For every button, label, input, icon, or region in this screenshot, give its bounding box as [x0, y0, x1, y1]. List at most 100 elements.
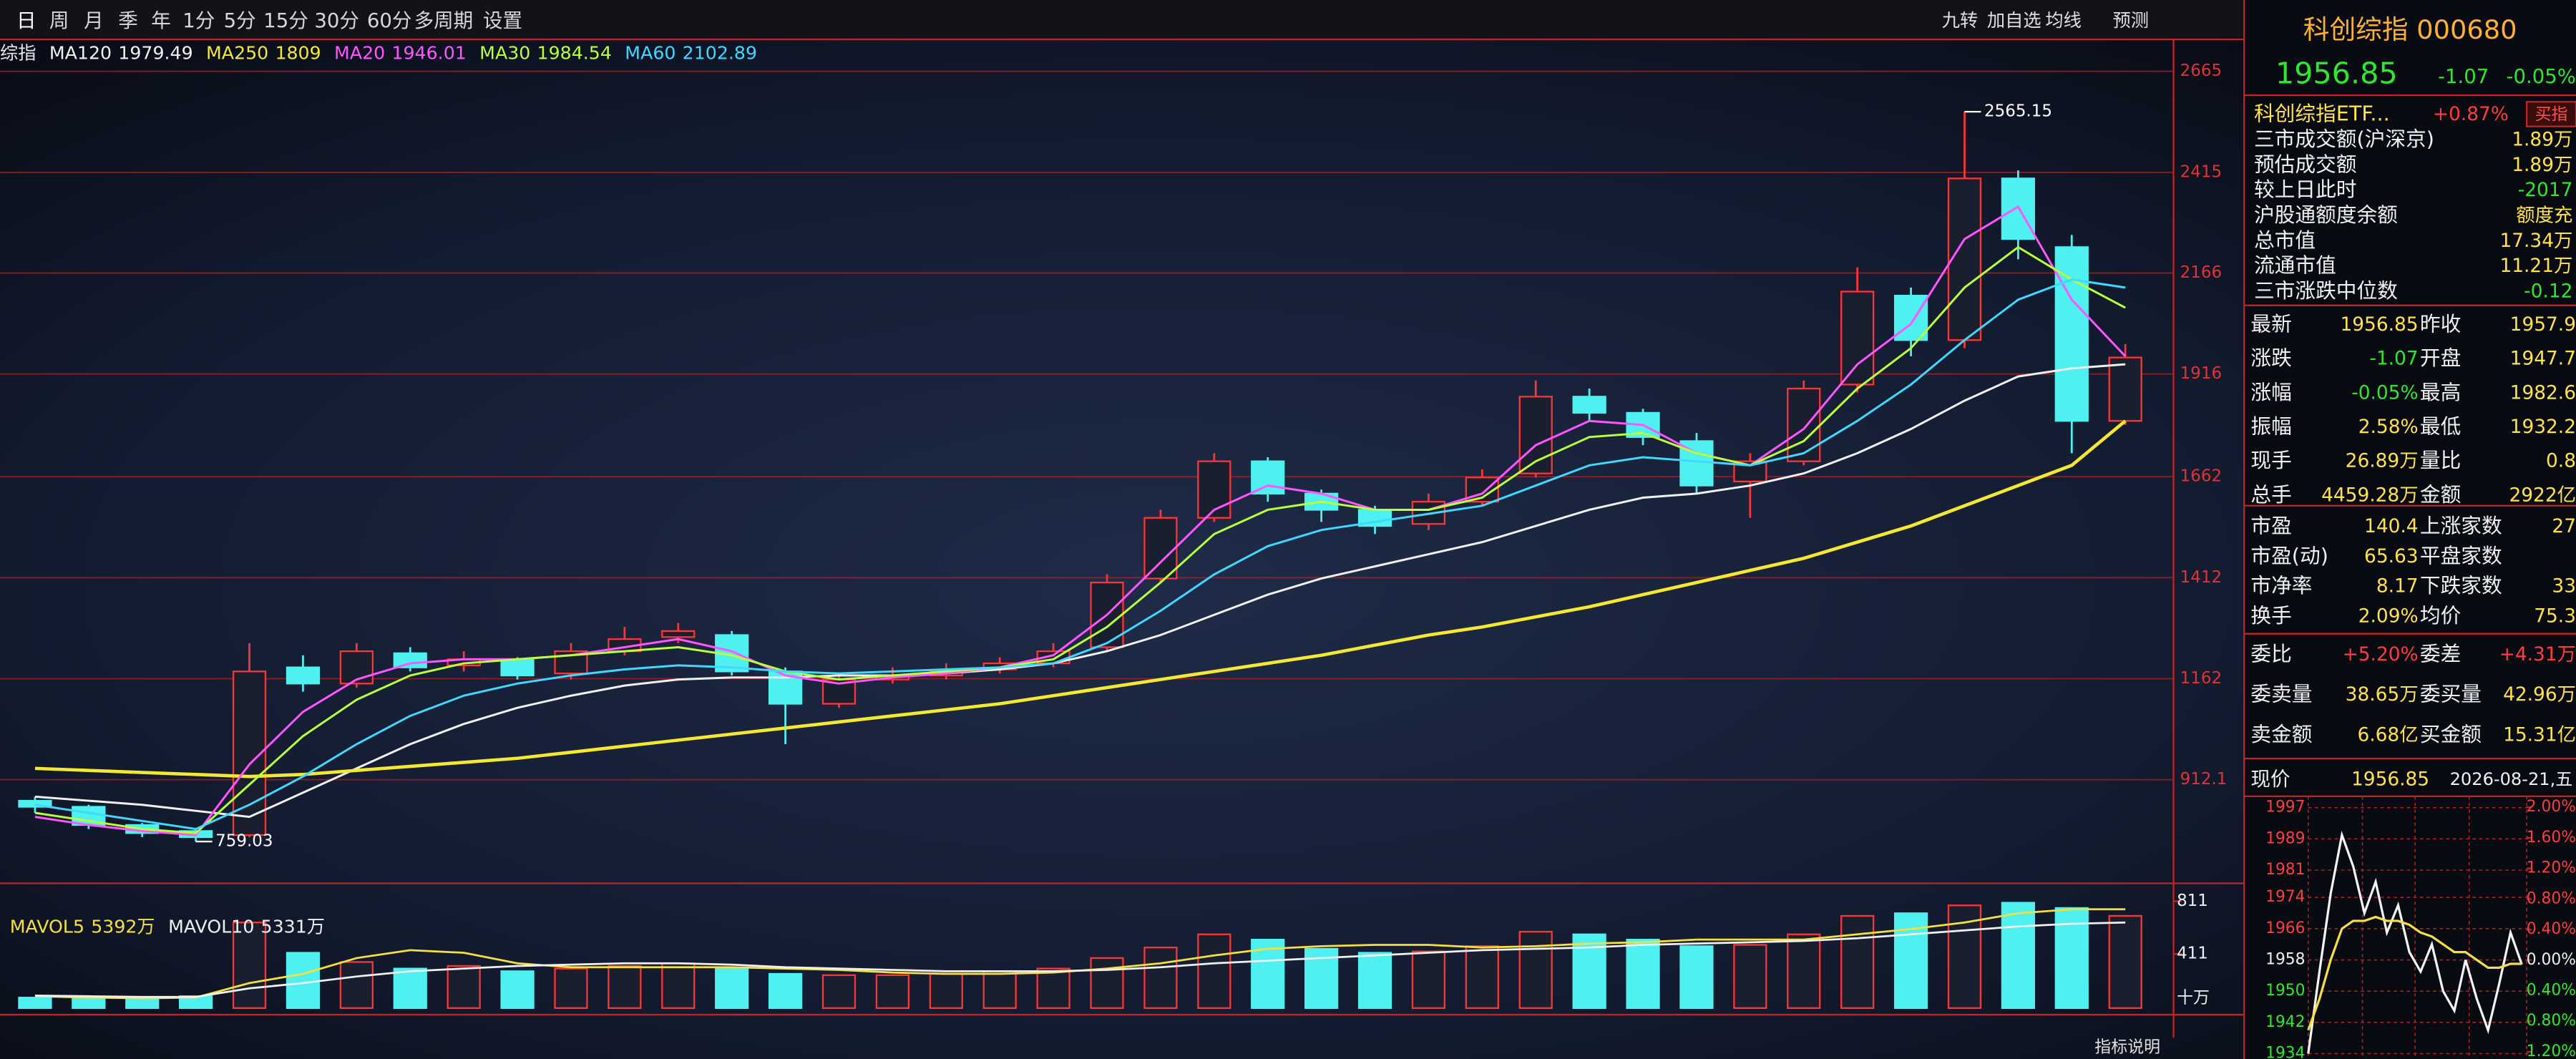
- period-button[interactable]: 多周期: [414, 9, 474, 32]
- quote-label: 市盈(动): [2250, 543, 2328, 567]
- volume-bar: [1036, 967, 1070, 1010]
- quote-label: 总手: [2250, 482, 2291, 507]
- candle-body: [286, 666, 321, 685]
- tool-button[interactable]: 预测: [2113, 10, 2149, 31]
- quote-value: 8.17: [2376, 576, 2419, 597]
- y-tick-label: 1958: [2265, 951, 2306, 969]
- info-label: 流通市值: [2254, 253, 2336, 278]
- legend-value: 1979.49: [118, 43, 192, 64]
- volume-bar: [447, 965, 481, 1010]
- quote-value: 0.8: [2546, 451, 2576, 472]
- volume-bar: [18, 996, 52, 1010]
- period-button[interactable]: 周: [49, 9, 69, 32]
- volume-bar: [1411, 950, 1446, 1010]
- tool-button[interactable]: 均线: [2045, 10, 2081, 31]
- axis-unit: 十万: [2177, 989, 2210, 1007]
- legend-value: 2102.89: [683, 43, 757, 64]
- quote-label: 换手: [2250, 603, 2291, 628]
- quote-value: 4459.28万: [2321, 484, 2418, 506]
- candle-body: [1197, 460, 1231, 519]
- y2-tick-label: 0.80%: [2527, 1012, 2576, 1030]
- period-button[interactable]: 30分: [314, 9, 359, 32]
- quote-label: 最高: [2420, 380, 2461, 404]
- period-button[interactable]: 设置: [483, 9, 522, 32]
- legend-value: 5392万: [91, 916, 155, 937]
- quote-label: 开盘: [2420, 346, 2461, 370]
- tool-button[interactable]: 九转: [1942, 10, 1978, 31]
- volume-bar: [1733, 944, 1767, 1010]
- period-button[interactable]: 1分: [182, 9, 215, 32]
- intraday-line: [2307, 830, 2523, 1054]
- period-button[interactable]: 季: [118, 9, 138, 32]
- period-button[interactable]: 日: [16, 9, 36, 32]
- quote-value: 33: [2552, 576, 2576, 597]
- quote-label: 现手: [2250, 448, 2291, 472]
- chart-title: 综指: [0, 43, 36, 64]
- ma-line: [34, 363, 2126, 819]
- candle-body: [18, 799, 52, 808]
- info-label: 沪股通额度余额: [2254, 202, 2398, 227]
- y-tick-label: 811: [2177, 892, 2208, 910]
- info-label: 较上日此时: [2254, 177, 2356, 202]
- ma-legend: 综指 MA120 1979.49 MA250 1809 MA20 1946.01 MA30 19…: [0, 43, 757, 64]
- y-tick-label: 1934: [2265, 1045, 2306, 1059]
- quote-label: 市盈: [2250, 514, 2291, 538]
- quote-label: 委买量: [2420, 682, 2482, 706]
- period-button[interactable]: 月: [84, 9, 104, 32]
- info-value: 额度充: [2516, 205, 2572, 226]
- period-button[interactable]: 15分: [263, 9, 308, 32]
- volume-bar: [1090, 957, 1124, 1010]
- quote-title: 科创综指 000680: [2303, 14, 2517, 45]
- volume-bar: [661, 962, 696, 1010]
- y2-tick-label: 2.00%: [2527, 798, 2576, 816]
- intraday-line: [2307, 915, 2522, 1031]
- quote-label: 最低: [2420, 414, 2461, 439]
- candle-body: [2054, 246, 2089, 422]
- indicator-tab[interactable]: 指标说明: [2094, 1038, 2160, 1056]
- volume-bar: [608, 965, 642, 1010]
- period-button[interactable]: 年: [151, 9, 171, 32]
- info-value: 11.21万: [2499, 255, 2572, 277]
- quote-value: 1932.2: [2510, 416, 2576, 438]
- legend-value: 1984.54: [537, 43, 612, 64]
- quote-label: 最新: [2250, 311, 2291, 336]
- quote-change-pct: -0.05%: [2507, 65, 2576, 88]
- y-tick-label: 1997: [2265, 799, 2306, 816]
- candle-body: [1733, 460, 1767, 483]
- quote-value: 75.3: [2534, 605, 2576, 627]
- quote-change: -1.07: [2438, 65, 2489, 88]
- info-label: 科创综指ETF...: [2254, 102, 2390, 126]
- buy-button-label[interactable]: 买指: [2535, 105, 2568, 124]
- candle-body: [661, 630, 696, 638]
- volume-bar: [339, 961, 374, 1010]
- legend-name: MAVOL10: [168, 916, 254, 937]
- y2-tick-label: 1.20%: [2527, 859, 2576, 877]
- y2-tick-label: 0.80%: [2527, 889, 2576, 907]
- period-button[interactable]: 5分: [224, 9, 256, 32]
- ma-line: [34, 205, 2127, 836]
- legend-name: MA120: [49, 43, 112, 64]
- quote-value: 26.89万: [2346, 451, 2419, 472]
- volume-bar: [982, 970, 1017, 1010]
- info-value: 1.89万: [2512, 155, 2572, 176]
- info-value: -0.12: [2524, 280, 2572, 302]
- info-value: 17.34万: [2499, 230, 2572, 252]
- quote-value: +4.31万: [2499, 644, 2576, 665]
- volume-bar: [1626, 938, 1660, 1010]
- volume-ma-line: [34, 921, 2126, 998]
- candle-body: [1251, 460, 1285, 495]
- y-tick-label: 1966: [2265, 919, 2306, 937]
- quote-label: 金额: [2420, 482, 2461, 507]
- candle-body: [1947, 177, 1982, 341]
- tool-button[interactable]: 加自选: [1987, 10, 2041, 31]
- buy-button[interactable]: [2525, 101, 2576, 127]
- volume-bar: [2108, 914, 2142, 1010]
- legend-value: 5331万: [261, 916, 325, 937]
- volume-bar: [1357, 952, 1392, 1010]
- quote-value: 1957.9: [2510, 314, 2576, 336]
- y-tick-label: 1950: [2265, 982, 2306, 1000]
- quote-value: +5.20%: [2343, 644, 2419, 665]
- legend-name: MA30: [479, 43, 530, 64]
- volume-bar: [232, 922, 267, 1010]
- period-button[interactable]: 60分: [367, 9, 412, 32]
